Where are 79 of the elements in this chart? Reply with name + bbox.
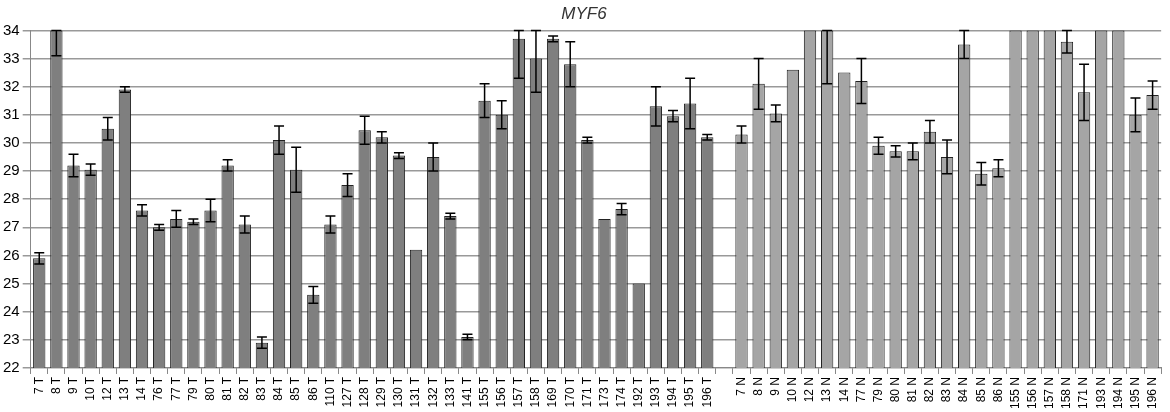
y-tick-label: 34 — [3, 20, 20, 38]
x-tick-label: 7 T — [31, 376, 46, 395]
x-tick-label: 81 N — [905, 376, 920, 403]
x-tick-label: 77 N — [853, 376, 868, 403]
x-tick-label: 86 N — [990, 376, 1005, 403]
x-tick-label: 84 T — [271, 376, 286, 401]
x-tick-label: 9 T — [65, 376, 80, 395]
x-tick-label: 192 T — [631, 376, 646, 408]
x-tick-label: 169 T — [545, 376, 560, 408]
x-tick-label: 127 T — [339, 376, 354, 408]
y-tick-label: 30 — [3, 133, 20, 151]
y-tick-label: 27 — [3, 217, 20, 235]
y-tick-label: 22 — [3, 358, 20, 376]
x-tick-label: 156 N — [1025, 376, 1039, 410]
x-tick-label: 133 T — [442, 376, 457, 408]
x-tick-label: 195 T — [682, 376, 697, 408]
y-tick-label: 32 — [3, 76, 20, 94]
x-tick-label: 81 T — [219, 376, 234, 401]
y-tick-label: 26 — [3, 245, 20, 263]
y-tick-label: 24 — [3, 301, 20, 319]
chart-title: MYF6 — [561, 3, 608, 23]
x-tick-label: 155 T — [476, 376, 491, 408]
x-tick-label: 82 T — [237, 376, 252, 401]
y-tick-label: 23 — [3, 329, 20, 347]
x-tick-label: 171 N — [1076, 376, 1091, 410]
x-tick-label: 79 N — [870, 376, 885, 403]
x-tick-label: 174 T — [613, 376, 628, 408]
x-tick-label: 79 T — [185, 376, 200, 401]
x-tick-label: 12 T — [100, 376, 115, 401]
x-tick-label: 131 T — [408, 376, 423, 408]
x-tick-label: 170 T — [562, 376, 577, 408]
x-tick-label: 84 N — [956, 376, 971, 403]
x-tick-label: 196 N — [1144, 376, 1159, 410]
x-tick-label: 85 N — [973, 376, 988, 403]
x-tick-label: 85 T — [288, 376, 303, 401]
x-tick-label: 77 T — [168, 376, 183, 401]
x-tick-label: 13 N — [819, 376, 834, 403]
x-tick-label: 8 N — [750, 376, 765, 396]
x-tick-label: 80 N — [887, 376, 902, 403]
x-tick-label: 195 N — [1127, 376, 1142, 410]
x-tick-label: 193 N — [1093, 376, 1108, 410]
x-tick-label: 10 N — [785, 376, 800, 403]
x-tick-label: 76 T — [151, 376, 166, 401]
y-tick-label: 31 — [3, 104, 20, 122]
x-tick-label: 196 T — [699, 376, 714, 408]
x-tick-label: 158 T — [528, 376, 543, 408]
x-tick-label: 129 T — [374, 376, 389, 408]
x-tick-label: 80 T — [202, 376, 217, 401]
x-tick-label: 156 T — [494, 376, 509, 408]
x-tick-label: 9 N — [768, 376, 783, 396]
x-tick-label: 173 T — [596, 376, 611, 408]
x-tick-label: 193 T — [648, 376, 663, 408]
x-tick-label: 132 T — [425, 376, 440, 408]
x-tick-label: 86 T — [305, 376, 320, 401]
x-tick-label: 128 T — [357, 376, 371, 408]
x-tick-label: 10 T — [82, 376, 97, 401]
y-tick-label: 33 — [3, 48, 20, 66]
y-tick-label: 25 — [3, 273, 20, 291]
x-tick-label: 141 T — [459, 376, 474, 408]
x-tick-label: 155 N — [1007, 376, 1022, 410]
x-tick-label: 14 T — [134, 376, 149, 401]
x-tick-label: 8 T — [48, 376, 63, 395]
y-tick-label: 29 — [3, 161, 20, 179]
x-tick-label: 13 T — [117, 376, 132, 401]
x-tick-label: 158 N — [1059, 376, 1074, 410]
x-tick-label: 83 T — [254, 376, 269, 401]
x-tick-label: 194 N — [1110, 376, 1125, 410]
x-tick-label: 110 T — [322, 376, 337, 407]
y-tick-label: 28 — [3, 189, 20, 207]
x-tick-label: 130 T — [391, 376, 406, 408]
x-tick-label: 14 N — [836, 376, 851, 403]
x-tick-label: 7 N — [733, 376, 748, 396]
x-tick-label: 157 T — [511, 376, 526, 408]
x-tick-label: 194 T — [665, 376, 680, 408]
x-tick-label: 82 N — [922, 376, 937, 403]
x-tick-label: 12 N — [802, 376, 817, 403]
x-tick-label: 171 T — [579, 376, 594, 408]
x-tick-label: 83 N — [939, 376, 954, 403]
x-tick-label: 157 N — [1042, 376, 1057, 410]
